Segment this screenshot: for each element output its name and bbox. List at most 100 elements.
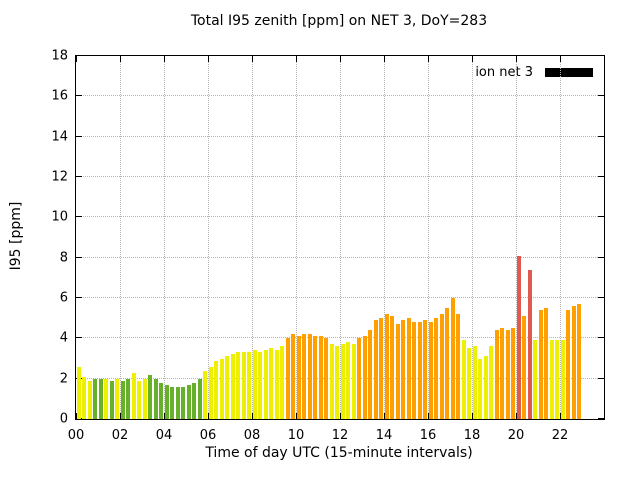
bar bbox=[247, 352, 252, 419]
x-tick-mark bbox=[516, 413, 517, 419]
x-tick-mark bbox=[252, 413, 253, 419]
bar bbox=[489, 346, 494, 419]
gridline-horizontal bbox=[76, 256, 604, 258]
bar bbox=[549, 340, 554, 419]
bar bbox=[208, 366, 213, 419]
bar bbox=[98, 378, 103, 419]
gridline-horizontal bbox=[76, 135, 604, 137]
y-tick-label: 6 bbox=[59, 290, 68, 306]
bar bbox=[164, 384, 169, 419]
y-tick-mark bbox=[76, 256, 82, 258]
gridline-vertical bbox=[516, 56, 517, 419]
gridline-horizontal bbox=[76, 297, 604, 298]
bar bbox=[324, 338, 329, 419]
y-tick-label: 12 bbox=[51, 169, 68, 185]
bar bbox=[467, 348, 472, 419]
bar bbox=[252, 350, 257, 419]
gridline-vertical bbox=[296, 56, 297, 419]
y-tick-label: 14 bbox=[51, 129, 68, 145]
x-tick-mark bbox=[384, 56, 385, 62]
bar bbox=[390, 316, 395, 419]
chart-title: Total I95 zenith [ppm] on NET 3, DoY=283 bbox=[190, 13, 488, 29]
x-tick-mark bbox=[340, 56, 341, 62]
bar bbox=[186, 384, 191, 419]
x-tick-label: 12 bbox=[331, 428, 349, 443]
x-tick-mark bbox=[340, 413, 341, 419]
bar bbox=[109, 380, 114, 419]
bar bbox=[555, 340, 560, 419]
x-tick-mark bbox=[252, 56, 253, 62]
bar bbox=[219, 358, 224, 419]
bar bbox=[142, 378, 147, 419]
y-tick-mark bbox=[76, 297, 82, 298]
bar bbox=[296, 336, 301, 419]
bar bbox=[197, 378, 202, 419]
bar bbox=[175, 386, 180, 419]
bar bbox=[560, 340, 565, 419]
y-tick-mark bbox=[598, 377, 604, 379]
x-tick-label: 18 bbox=[463, 428, 481, 443]
bar bbox=[318, 336, 323, 419]
gridline-horizontal bbox=[76, 176, 604, 177]
bar bbox=[566, 310, 571, 419]
bar bbox=[82, 376, 87, 419]
bar bbox=[115, 378, 120, 419]
x-tick-label: 16 bbox=[419, 428, 437, 443]
y-tick-mark bbox=[598, 297, 604, 298]
y-tick-mark bbox=[76, 135, 82, 137]
x-tick-mark bbox=[428, 56, 429, 62]
y-tick-mark bbox=[598, 95, 604, 97]
plot-area: ion net 3 00 02 04 06 08 10 12 14 16 18 20 22 0 2 4 6 8 1… bbox=[51, 49, 605, 443]
bar bbox=[76, 366, 81, 419]
y-tick-mark bbox=[598, 418, 604, 419]
bar bbox=[148, 374, 153, 419]
y-tick-label: 2 bbox=[59, 371, 68, 387]
y-tick-mark bbox=[598, 135, 604, 137]
bar bbox=[417, 322, 422, 419]
y-tick-label: 10 bbox=[51, 209, 68, 225]
x-tick-mark bbox=[296, 56, 297, 62]
bar bbox=[362, 336, 367, 419]
gridline-vertical bbox=[340, 56, 341, 419]
x-tick-label: 20 bbox=[507, 428, 525, 443]
y-tick-label: 18 bbox=[51, 48, 68, 64]
bar bbox=[241, 352, 246, 419]
x-tick-mark bbox=[164, 413, 165, 419]
gridline-vertical bbox=[384, 56, 385, 419]
legend-swatch-icon bbox=[545, 68, 593, 77]
x-tick-mark bbox=[208, 56, 209, 62]
x-tick-label: 04 bbox=[155, 428, 173, 443]
y-tick-label: 0 bbox=[59, 411, 68, 427]
x-tick-mark bbox=[296, 413, 297, 419]
bar bbox=[274, 350, 279, 419]
legend-label: ion net 3 bbox=[475, 65, 533, 80]
bar bbox=[373, 320, 378, 419]
bar bbox=[428, 322, 433, 419]
bar bbox=[401, 320, 406, 419]
bar bbox=[269, 348, 274, 419]
bar bbox=[225, 356, 230, 419]
x-tick-label: 14 bbox=[375, 428, 393, 443]
bar bbox=[329, 344, 334, 419]
x-tick-label: 10 bbox=[287, 428, 305, 443]
x-tick-label: 06 bbox=[199, 428, 217, 443]
y-tick-mark bbox=[76, 176, 82, 177]
bar bbox=[544, 308, 549, 419]
gridline-horizontal bbox=[76, 95, 604, 97]
x-tick-mark bbox=[208, 413, 209, 419]
bar bbox=[104, 378, 109, 419]
gridline-vertical bbox=[428, 56, 429, 419]
gridline-vertical bbox=[472, 56, 473, 419]
y-tick-mark bbox=[76, 337, 82, 339]
bar bbox=[412, 322, 417, 419]
x-tick-label: 22 bbox=[551, 428, 569, 443]
bar bbox=[406, 318, 411, 419]
bar bbox=[159, 382, 164, 419]
gridline-vertical bbox=[252, 56, 253, 419]
x-tick-label: 08 bbox=[243, 428, 261, 443]
bar bbox=[445, 308, 450, 419]
x-tick-mark bbox=[120, 413, 121, 419]
bar bbox=[522, 316, 527, 419]
gridline-vertical bbox=[164, 56, 165, 419]
